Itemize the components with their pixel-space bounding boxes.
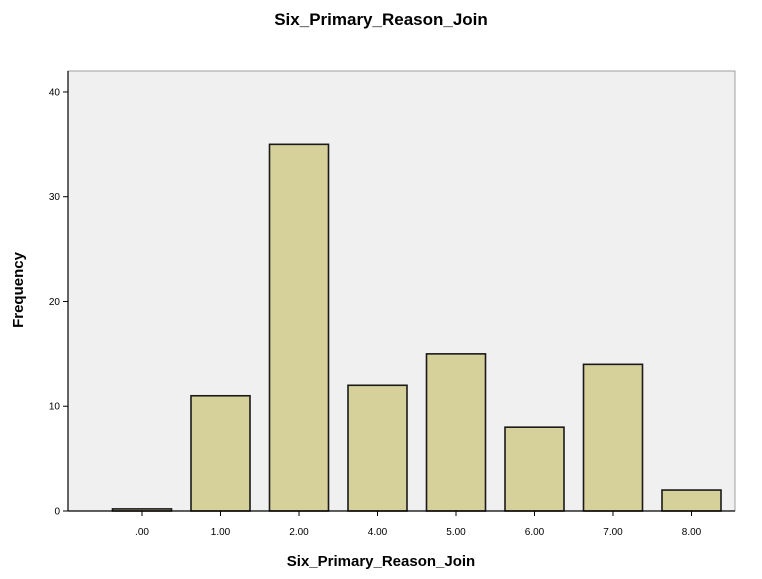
y-tick-label: 0 [54,507,60,518]
y-axis-label: Frequency [10,251,27,328]
x-tick-label: 6.00 [525,527,545,538]
x-axis-ticks: .00 1.00 2.00 4.00 5.00 6.00 7.00 8.00 [135,511,702,538]
x-tick-label: 4.00 [368,527,388,538]
bars [111,143,722,512]
y-tick-label: 30 [49,192,61,203]
chart-title: Six_Primary_Reason_Join [274,10,488,29]
x-tick-label: .00 [135,527,149,538]
bar-5p00 [425,353,487,512]
x-tick-label: 8.00 [682,527,702,538]
bar-2p00 [268,143,330,512]
bar-7p00 [582,363,644,512]
bar-8p00 [661,489,722,512]
y-axis-ticks: 0 10 20 30 40 [49,87,68,518]
x-axis-label: Six_Primary_Reason_Join [287,553,475,570]
y-tick-label: 10 [49,402,61,413]
bar-6p00 [504,426,565,512]
y-tick-label: 40 [49,87,61,98]
x-tick-label: 1.00 [211,527,231,538]
bar-1p00 [190,394,251,512]
x-tick-label: 7.00 [603,527,623,538]
x-tick-label: 2.00 [289,527,309,538]
bar-4p00 [347,384,408,512]
y-tick-label: 20 [49,297,61,308]
x-tick-label: 5.00 [446,527,466,538]
